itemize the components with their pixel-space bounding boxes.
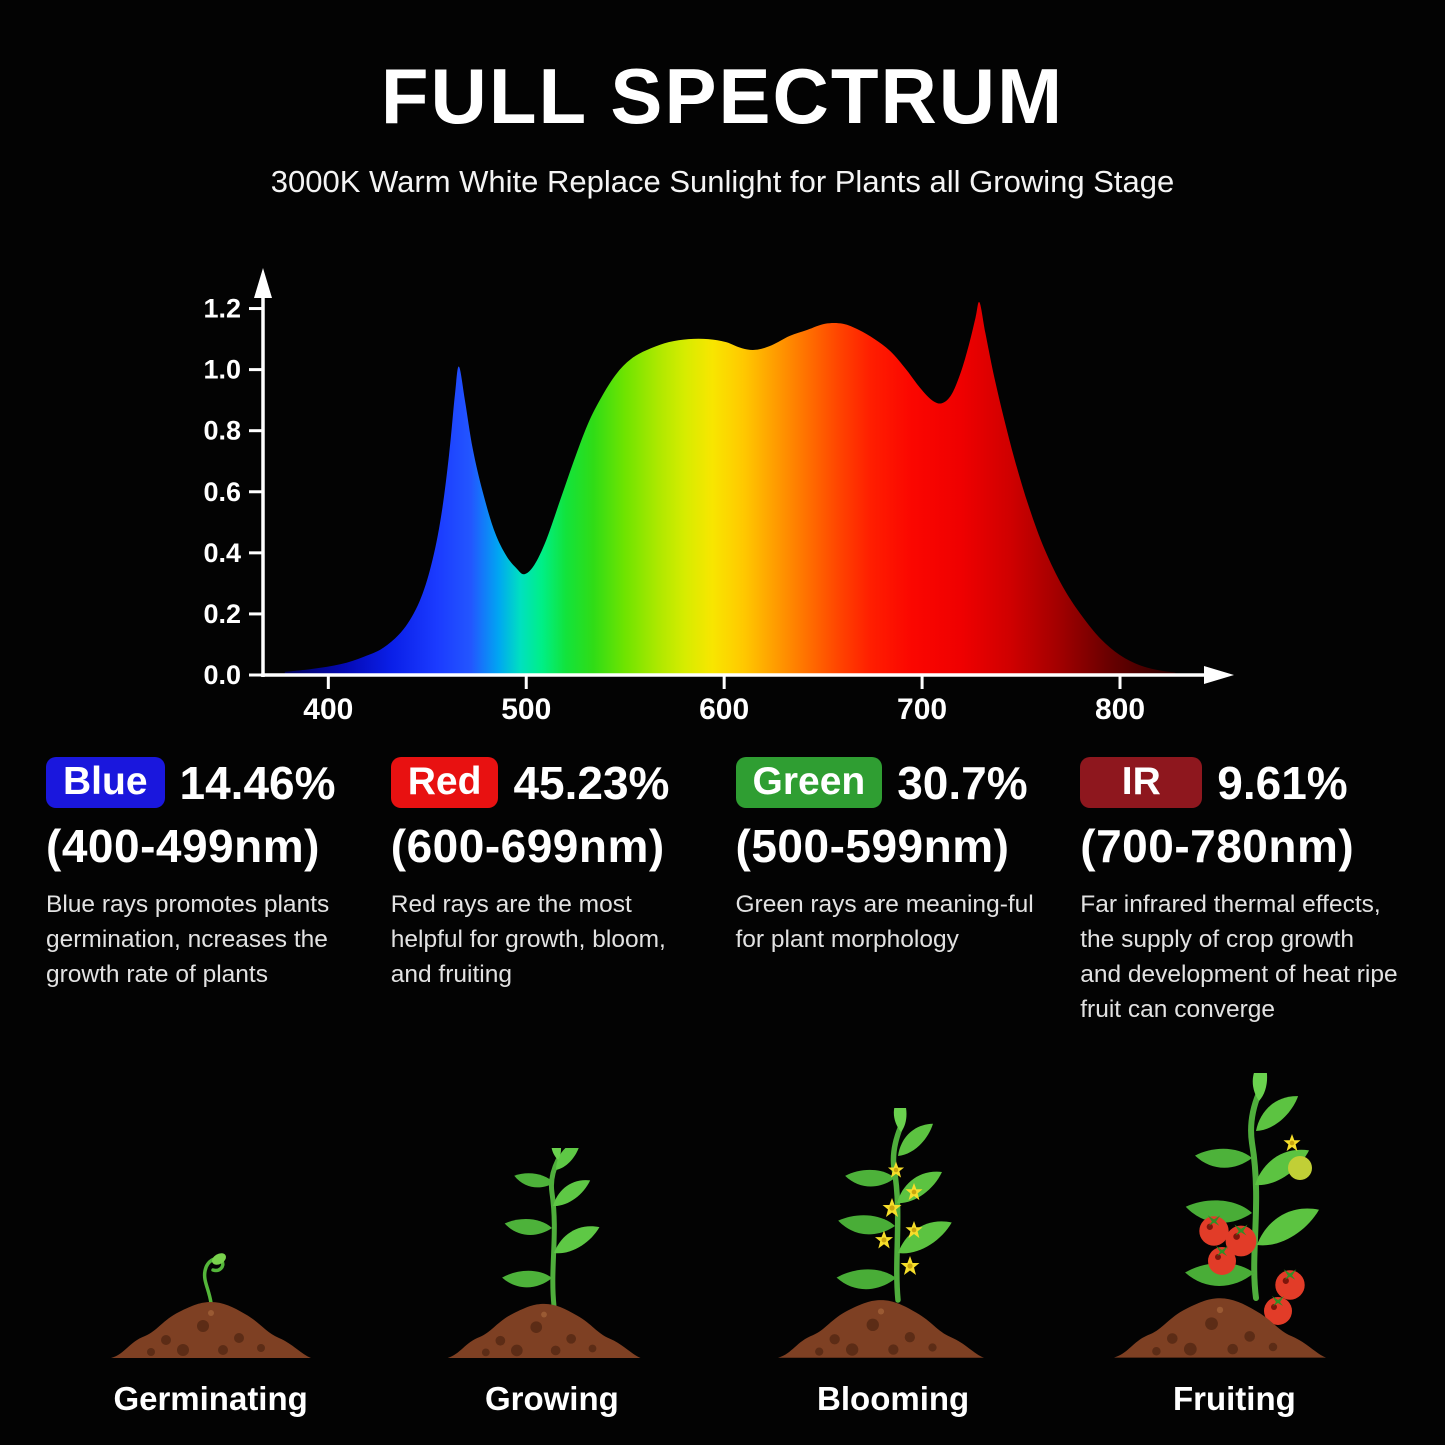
- stat-red: Red 45.23% (600-699nm) Red rays are the …: [390, 756, 710, 1027]
- blue-wavelength-range: (400-499nm): [46, 819, 320, 872]
- soil-mound: [778, 1300, 985, 1358]
- green-badge: Green: [735, 757, 883, 809]
- y-tick-label: 0.0: [203, 660, 241, 690]
- x-tick-label: 700: [897, 693, 947, 722]
- page-title: FULL SPECTRUM: [380, 52, 1065, 140]
- stat-green: Green 30.7% (500-599nm) Green rays are m…: [735, 756, 1055, 1027]
- stage-fruiting: Fruiting: [1064, 1073, 1405, 1418]
- stat-blue: Blue 14.46% (400-499nm) Blue rays promot…: [46, 756, 365, 1027]
- stage-label-germinating: Germinating: [113, 1380, 308, 1418]
- ir-badge: IR: [1080, 757, 1203, 809]
- stat-red-head: Red 45.23%: [390, 756, 710, 810]
- stat-ir: IR 9.61% (700-780nm) Far infrared therma…: [1080, 756, 1399, 1027]
- soil-mound: [110, 1302, 311, 1359]
- ir-wavelength-range: (700-780nm): [1080, 819, 1355, 872]
- stage-label-blooming: Blooming: [817, 1380, 970, 1418]
- x-tick-label: 500: [501, 693, 551, 722]
- blooming-plant-illustration: [778, 1108, 985, 1358]
- germinating-plant-illustration: [110, 1253, 311, 1359]
- stage-blooming: Blooming: [723, 1108, 1064, 1418]
- ir-description: Far infrared thermal effects, the supply…: [1080, 890, 1398, 1023]
- fruiting-plant-illustration: [1114, 1073, 1327, 1358]
- y-tick-label: 0.4: [203, 538, 241, 568]
- blue-description: Blue rays promotes plants germination, n…: [46, 890, 330, 988]
- blue-badge: Blue: [46, 757, 165, 809]
- tomatoes-graphic: [1199, 1156, 1313, 1326]
- stage-germinating: Germinating: [40, 1243, 381, 1418]
- soil-mound: [446, 1303, 641, 1359]
- x-axis-arrow: [1204, 665, 1234, 684]
- x-tick-label: 600: [699, 693, 749, 722]
- growth-stages: Germinating Growing: [0, 1073, 1445, 1418]
- sprout-graphic: [202, 1253, 226, 1305]
- plant-graphic: [1183, 1073, 1325, 1326]
- green-percentage: 30.7%: [897, 756, 1028, 809]
- stat-ir-head: IR 9.61%: [1080, 756, 1399, 810]
- soil-mound: [1114, 1298, 1327, 1358]
- green-description: Green rays are meaning-ful for plant mor…: [735, 890, 1034, 953]
- spectrum-chart: 0.0 0.2 0.4 0.6 0.8 1.0 1.2 400 500 600 700 800: [203, 267, 1234, 726]
- flower-icon: [1283, 1134, 1301, 1152]
- y-tick-label: 0.8: [203, 416, 241, 446]
- spectrum-chart-container: 0.0 0.2 0.4 0.6 0.8 1.0 1.2 400 500 600 700 800: [200, 252, 1245, 726]
- plant-graphic: [500, 1148, 604, 1309]
- stage-growing: Growing: [381, 1148, 722, 1418]
- y-tick-label: 1.2: [203, 293, 241, 323]
- growing-plant-illustration: [446, 1148, 641, 1359]
- plant-graphic: [835, 1108, 957, 1303]
- red-percentage: 45.23%: [513, 756, 670, 809]
- stat-blue-head: Blue 14.46%: [46, 756, 365, 810]
- red-badge: Red: [390, 757, 499, 809]
- y-tick-label: 0.6: [203, 477, 241, 507]
- red-wavelength-range: (600-699nm): [390, 819, 665, 872]
- ir-percentage: 9.61%: [1217, 756, 1348, 809]
- x-tick-label: 800: [1095, 693, 1145, 722]
- spectrum-area: [284, 301, 1176, 675]
- y-tick-label: 1.0: [203, 355, 241, 385]
- green-wavelength-range: (500-599nm): [735, 819, 1010, 872]
- y-axis-arrow: [254, 267, 272, 298]
- stage-label-growing: Growing: [484, 1380, 619, 1418]
- x-tick-label: 400: [303, 693, 353, 722]
- blue-percentage: 14.46%: [179, 756, 336, 809]
- stage-label-fruiting: Fruiting: [1172, 1380, 1296, 1418]
- page-subtitle: 3000K Warm White Replace Sunlight for Pl…: [270, 163, 1175, 199]
- y-tick-label: 0.2: [203, 599, 241, 629]
- stat-green-head: Green 30.7%: [735, 756, 1055, 810]
- red-description: Red rays are the most helpful for growth…: [390, 890, 666, 988]
- spectrum-breakdown: Blue 14.46% (400-499nm) Blue rays promot…: [0, 756, 1445, 1027]
